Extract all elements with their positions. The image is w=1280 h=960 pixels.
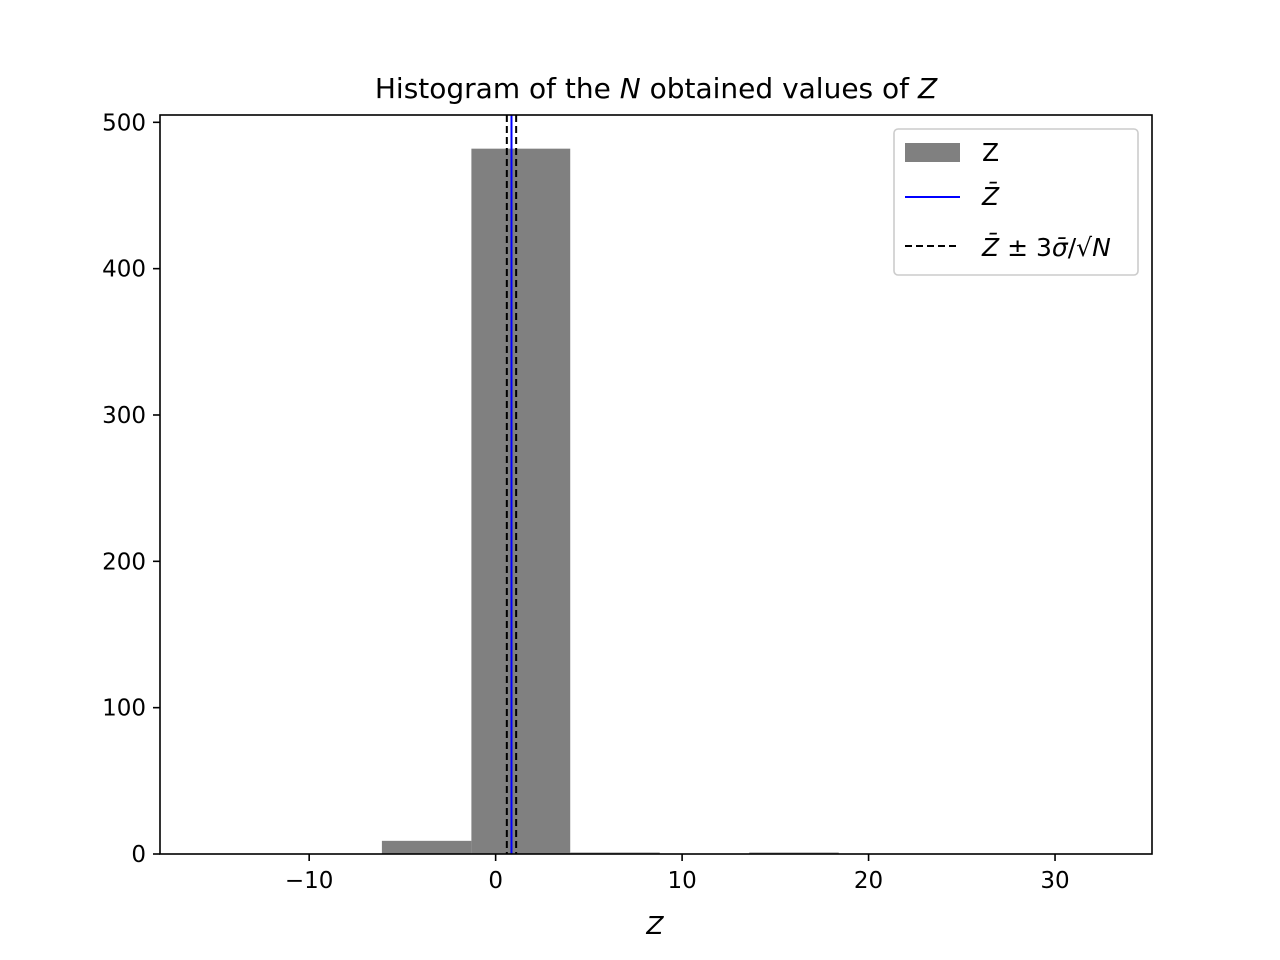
y-tick-label: 100 [102,696,146,722]
x-tick-label: 20 [854,868,883,894]
bars-layer [381,148,839,855]
y-tick-label: 300 [102,403,146,429]
y-tick-label: 500 [102,110,146,136]
legend-box [893,128,1139,276]
y-axis-ticks: 0 100 200 300 400 500 [102,110,160,868]
plot-frame [159,114,1153,855]
legend: Z Z̄ Z̄ ± 3σ̄/√N [893,128,1139,276]
legend-bars-label: Z [982,138,999,167]
x-tick-label: 0 [488,868,503,894]
histogram-bar [471,148,571,855]
x-axis-label: Z [645,911,664,940]
y-tick-label: 400 [102,257,146,283]
reference-lines [505,115,518,854]
x-axis-ticks: −10 0 10 20 30 [285,854,1070,894]
chart-title: Histogram of the N obtained values of Z [375,72,938,105]
legend-mean-label: Z̄ [981,181,1000,211]
histogram-bar [381,840,472,854]
legend-band-label: Z̄ ± 3σ̄/√N [981,232,1111,262]
x-tick-label: −10 [285,868,334,894]
y-tick-label: 200 [102,549,146,575]
x-tick-label: 10 [667,868,696,894]
legend-bars-swatch [905,143,960,162]
y-tick-label: 0 [131,842,146,868]
x-tick-label: 30 [1040,868,1069,894]
